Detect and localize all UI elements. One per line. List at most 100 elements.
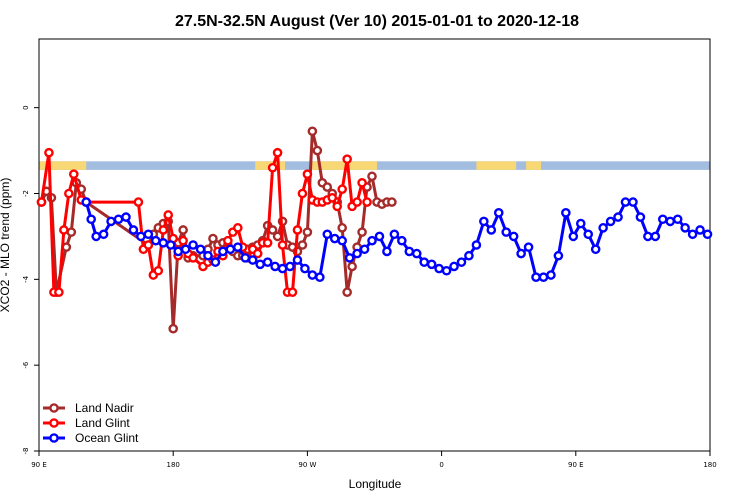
ocean-glint-point — [277, 263, 288, 274]
x-tick-label: 180 — [167, 461, 180, 469]
x-tick-label: 90 E — [568, 461, 584, 469]
land-nadir-point — [302, 227, 313, 237]
ocean-glint-point — [426, 259, 437, 270]
land-nadir-point — [66, 227, 77, 237]
land-nadir-point — [337, 223, 347, 233]
y-tick-label: -6 — [22, 361, 30, 369]
ocean-glint-point — [98, 229, 109, 240]
legend-label-land-glint: Land Glint — [75, 416, 130, 430]
ocean-glint-point — [583, 229, 594, 240]
ocean-glint-point — [359, 244, 370, 255]
land-glint-point — [36, 197, 47, 207]
ocean-glint-point — [81, 197, 92, 207]
x-axis-ticks: 90 E 180 90 W 0 90 E 180 — [31, 451, 717, 469]
y-tick-label: 0 — [22, 105, 30, 109]
land-nadir-point — [347, 261, 357, 272]
ocean-glint-point — [523, 242, 534, 252]
land-nadir-point — [168, 323, 178, 334]
ocean-glint-point — [613, 212, 623, 222]
ocean-glint-point — [315, 272, 325, 282]
ocean-glint-point — [195, 244, 206, 255]
land-glint-point — [267, 162, 278, 173]
ocean-glint-point — [411, 248, 422, 259]
land-glint-point — [223, 235, 233, 246]
ocean-glint-point — [255, 259, 265, 270]
ocean-glint-point — [598, 223, 608, 233]
land-ocean-mask-band — [39, 161, 710, 170]
ocean-glint-point — [479, 216, 489, 227]
ocean-glint-point — [702, 229, 713, 240]
land-glint-point — [342, 154, 352, 164]
land-glint-point — [352, 197, 362, 207]
land-nadir-point — [342, 287, 352, 298]
ocean-glint-point — [180, 244, 191, 255]
land-glint-point — [133, 197, 144, 207]
ocean-glint-point — [151, 235, 161, 246]
ocean-glint-point — [173, 246, 183, 257]
land-nadir-point — [178, 225, 188, 235]
ocean-glint-point — [501, 227, 512, 237]
ocean-glint-point — [344, 253, 355, 263]
ocean-glint-point — [635, 212, 646, 222]
ocean-glint-point — [367, 235, 377, 246]
land-glint-point — [143, 240, 154, 250]
land-glint-point — [54, 287, 64, 298]
land-mask-segment — [309, 161, 377, 170]
ocean-glint-point — [397, 235, 407, 246]
ocean-glint-point — [389, 229, 400, 240]
land-nadir-point — [297, 240, 308, 250]
land-glint-point — [272, 147, 283, 158]
land-glint-point — [64, 188, 74, 199]
ocean-glint-point — [352, 248, 362, 259]
ocean-glint-point — [210, 257, 221, 267]
ocean-glint-point — [680, 223, 690, 233]
land-nadir-point — [357, 227, 367, 237]
land-nadir-point — [307, 126, 318, 137]
ocean-glint-point — [650, 231, 661, 242]
ocean-glint-point — [665, 216, 676, 227]
land-glint-point — [163, 210, 174, 220]
ocean-glint-point — [374, 231, 385, 242]
ocean-glint-point — [307, 270, 318, 280]
ocean-glint-point — [158, 238, 169, 248]
ocean-glint-point — [203, 250, 213, 261]
y-tick-label: -2 — [22, 190, 30, 197]
ocean-glint-point — [486, 225, 497, 235]
x-tick-label: 90 W — [298, 461, 316, 469]
land-mask-segment — [476, 161, 517, 170]
ocean-glint-point — [493, 208, 504, 218]
land-glint-point — [332, 201, 343, 212]
y-axis-label: XCO2 - MLO trend (ppm) — [0, 178, 12, 313]
legend-swatch-marker-land-nadir — [49, 403, 59, 413]
ocean-glint-point — [628, 197, 638, 207]
land-nadir-point — [367, 171, 377, 182]
legend-label-ocean-glint: Ocean Glint — [75, 431, 139, 445]
ocean-glint-point — [464, 250, 474, 261]
ocean-glint-point — [240, 253, 251, 263]
ocean-glint-point — [270, 261, 280, 272]
x-tick-label: 0 — [439, 461, 443, 469]
ocean-glint-point — [188, 240, 198, 250]
ocean-glint-point — [508, 231, 519, 242]
ocean-glint-point — [225, 244, 236, 255]
land-glint-point — [287, 287, 298, 298]
land-mask-segment — [39, 161, 87, 170]
land-glint-point — [297, 188, 308, 199]
ocean-glint-point — [136, 231, 146, 242]
land-glint-point — [158, 225, 169, 235]
ocean-glint-point — [86, 214, 96, 225]
ocean-glint-point — [285, 261, 295, 272]
land-glint-point — [68, 169, 79, 179]
legend-swatch-marker-ocean-glint — [49, 433, 59, 443]
legend-swatch-marker-land-glint — [49, 418, 59, 428]
land-nadir-point — [387, 197, 397, 207]
land-mask-segment — [526, 161, 542, 170]
land-glint-point — [59, 225, 69, 235]
ocean-glint-point — [329, 233, 340, 244]
ocean-glint-point — [247, 255, 258, 265]
ocean-glint-point — [128, 225, 139, 235]
ocean-glint-point — [657, 214, 668, 225]
land-glint-point — [262, 238, 273, 248]
y-axis-ticks: -8 -6 -4 -2 0 — [22, 105, 39, 454]
land-glint-point — [44, 147, 54, 158]
